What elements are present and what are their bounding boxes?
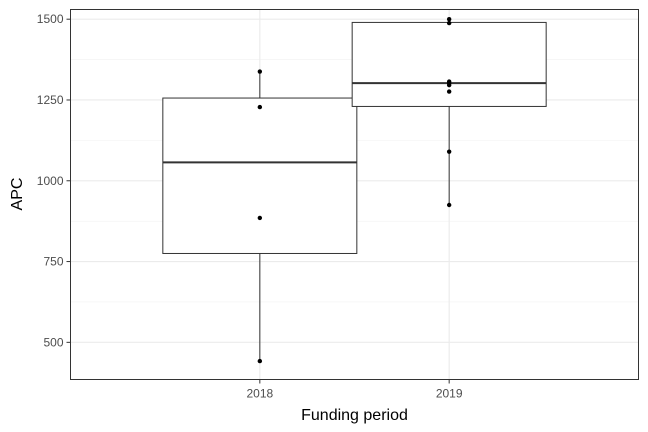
panel-border [70, 9, 639, 380]
data-point [257, 215, 263, 221]
y-tick-label: 750 [43, 255, 63, 269]
y-tick-label: 1500 [37, 12, 64, 26]
data-point [257, 358, 263, 364]
box-iqr [351, 21, 547, 107]
data-point [446, 149, 452, 154]
x-tick-label: 2018 [246, 387, 273, 401]
boxes-layer [162, 16, 547, 364]
data-point [446, 16, 452, 22]
y-axis: 500 750 1000 1250 1500 [37, 12, 71, 349]
data-point [257, 69, 263, 74]
x-tick-label: 2019 [436, 387, 463, 401]
y-tick-label: 1000 [37, 174, 64, 188]
y-tick-label: 1250 [37, 93, 64, 107]
y-tick-label: 500 [43, 335, 63, 349]
box-2019 [351, 16, 547, 208]
box-2018 [162, 69, 358, 364]
data-point [257, 104, 263, 110]
data-point [446, 202, 452, 208]
x-axis-title: Funding period [301, 407, 408, 424]
data-point [446, 79, 452, 84]
data-point [446, 89, 452, 94]
data-point [446, 20, 452, 26]
x-axis: 2018 2019 [246, 379, 463, 401]
y-axis-title: APC [9, 178, 26, 211]
box-iqr [162, 97, 358, 254]
